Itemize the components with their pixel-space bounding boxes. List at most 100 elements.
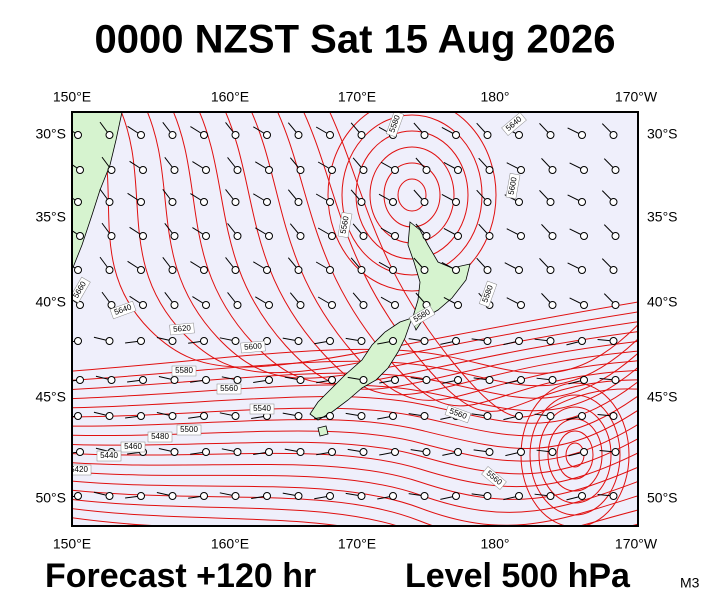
- wind-station: [170, 166, 179, 174]
- wind-station: [578, 198, 586, 206]
- wind-station: [231, 492, 240, 500]
- contour-label-box: [171, 365, 197, 377]
- contour-label-text: 5600: [507, 176, 519, 196]
- wind-station: [139, 301, 147, 309]
- wind-station: [389, 198, 397, 206]
- wind-station: [454, 448, 462, 456]
- wind-station: [389, 412, 397, 420]
- wind-station: [231, 337, 240, 345]
- wind-station: [580, 232, 588, 240]
- wind-station: [294, 266, 303, 274]
- wind-station: [326, 412, 334, 420]
- wind-station: [139, 376, 147, 384]
- wind-station: [328, 301, 336, 309]
- wind-station: [200, 492, 208, 500]
- wind-station: [609, 492, 618, 500]
- wind-station: [609, 131, 618, 139]
- longitude-label-bottom: 170°E: [338, 536, 376, 552]
- wind-station: [389, 337, 397, 345]
- wind-station: [233, 301, 242, 309]
- wind-station: [546, 492, 555, 500]
- contour-label: 5540: [249, 403, 275, 415]
- wind-station: [168, 131, 177, 139]
- wind-station: [515, 337, 523, 345]
- wind-station: [137, 412, 145, 420]
- contour-line: [72, 462, 638, 500]
- latitude-label-left: 40°S: [35, 294, 66, 310]
- wind-station: [580, 166, 588, 174]
- wind-station: [105, 492, 114, 500]
- contour-label-text: 5480: [151, 432, 169, 441]
- wind-station: [326, 198, 334, 206]
- contour-label: 5580: [171, 365, 197, 377]
- wind-station: [296, 301, 305, 309]
- longitude-label-top: 160°E: [211, 89, 249, 105]
- wind-station: [359, 232, 368, 240]
- wind-station: [76, 448, 84, 456]
- wind-station: [137, 131, 145, 139]
- wind-station: [389, 492, 397, 500]
- contour-label-box: [444, 404, 472, 424]
- wind-station: [517, 448, 525, 456]
- wind-station: [515, 131, 523, 139]
- wind-station: [107, 166, 116, 174]
- contour-line: [72, 409, 638, 449]
- wind-station: [326, 492, 334, 500]
- wind-station: [546, 266, 555, 274]
- wind-station: [517, 232, 525, 240]
- longitude-label-top: 180°: [481, 89, 510, 105]
- wind-station: [611, 448, 620, 456]
- wind-station: [578, 412, 586, 420]
- contour-label-box: [109, 300, 137, 320]
- longitude-label-top: 170°W: [615, 89, 658, 105]
- wind-station: [391, 166, 399, 174]
- contour-label: 5580: [478, 280, 498, 308]
- contour-label: 5600: [240, 340, 266, 354]
- contour-label-text: 5420: [70, 465, 88, 474]
- wind-station: [609, 266, 618, 274]
- wind-station: [611, 376, 620, 384]
- wind-station: [548, 376, 557, 384]
- forecast-label: Forecast +120 hr: [45, 557, 316, 595]
- wind-station: [454, 376, 462, 384]
- wind-station: [357, 131, 366, 139]
- contour-label-box: [176, 424, 202, 436]
- wind-station: [168, 266, 177, 274]
- contour-line: [198, 112, 638, 390]
- wind-station: [422, 232, 431, 240]
- latitude-label-left: 45°S: [35, 389, 66, 405]
- wind-station: [389, 266, 397, 274]
- wind-station: [200, 266, 208, 274]
- wind-station: [233, 376, 242, 384]
- wind-station: [454, 301, 462, 309]
- latitude-label-right: 40°S: [647, 294, 678, 310]
- wind-station: [609, 198, 618, 206]
- wind-station: [422, 376, 431, 384]
- longitude-label-top: 150°E: [53, 89, 91, 105]
- wind-station: [139, 166, 147, 174]
- wind-station: [609, 337, 618, 345]
- wind-station: [580, 448, 588, 456]
- wind-station: [578, 337, 586, 345]
- wind-station: [296, 166, 305, 174]
- wind-station: [483, 198, 492, 206]
- wind-station: [420, 492, 429, 500]
- longitude-label-bottom: 160°E: [211, 536, 249, 552]
- wind-station: [107, 301, 116, 309]
- wind-station: [454, 232, 462, 240]
- contour-label-text: 5600: [244, 341, 263, 352]
- contour-label-box: [147, 431, 173, 443]
- wind-station: [515, 266, 523, 274]
- wind-station: [265, 232, 273, 240]
- wind-station: [263, 198, 271, 206]
- wind-station: [422, 166, 431, 174]
- latitude-label-right: 50°S: [647, 490, 678, 506]
- wind-station: [168, 492, 177, 500]
- contour-low-ring: [538, 406, 612, 504]
- latitude-label-right: 35°S: [647, 209, 678, 225]
- wind-station: [294, 412, 303, 420]
- contour-line: [72, 352, 638, 399]
- wind-station: [517, 301, 525, 309]
- wind-station: [546, 131, 555, 139]
- wind-station: [357, 337, 366, 345]
